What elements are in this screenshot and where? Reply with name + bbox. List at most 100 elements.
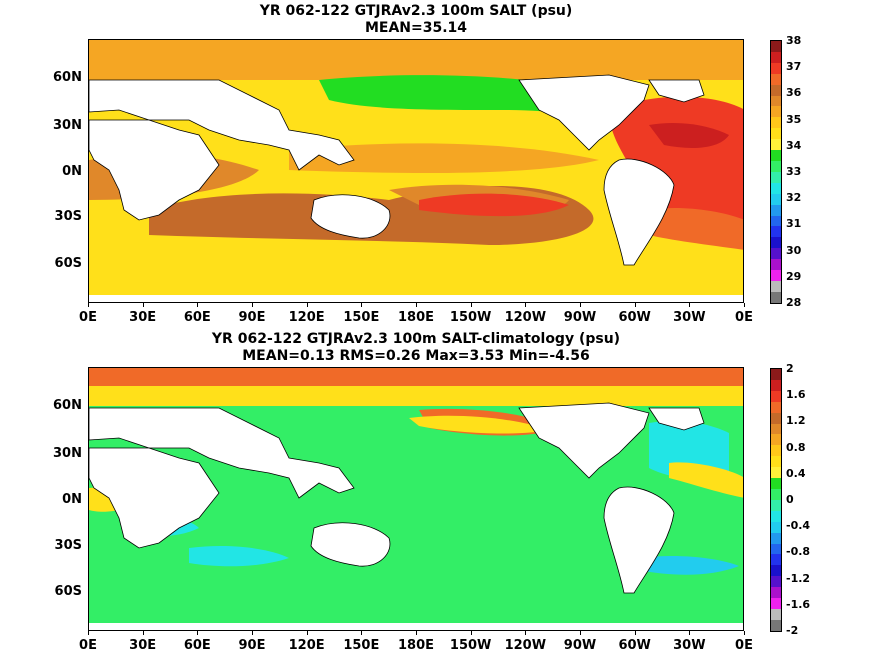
p1-africa-land [89,119,220,221]
p1-lon-tick-6 [416,303,417,307]
p2-southern-neg [189,546,289,567]
p2-colorbar-label-7: -0.8 [786,545,811,559]
p2-colorbar-segment-5 [771,423,781,435]
p2-colorbar-segment-9 [771,467,781,479]
p2-colorbar-segment-12 [771,499,781,511]
p2-colorbar-segment-23 [771,619,781,631]
p1-lon-label-2: 60E [183,310,211,325]
panel1-title-line2: MEAN=35.14 [364,20,468,36]
panel1-title-line1: YR 062-122 GTJRAv2.3 100m SALT (psu) [259,3,573,19]
p2-lon-label-7: 150W [449,638,492,653]
p2-lon-tick-0 [88,631,89,635]
p2-arctic-pos [89,368,743,386]
p1-antarctica-land [89,295,743,302]
p1-lon-label-5: 150E [343,310,380,325]
p1-lon-label-12: 0E [735,310,753,325]
p2-lat-label-60s: 60S [54,584,82,599]
p2-colorbar-segment-10 [771,478,781,489]
panel2-title-line1: YR 062-122 GTJRAv2.3 100m SALT-climatolo… [211,331,621,347]
p1-colorbar-segment-11 [771,160,781,172]
p1-lon-label-11: 30W [673,310,706,325]
p1-colorbar-label-3: 35 [786,112,802,126]
p2-north-america-land [518,402,650,479]
p1-north-america-land [518,74,650,151]
p1-colorbar-segment-18 [771,237,781,249]
p1-colorbar-segment-19 [771,248,781,260]
p2-lon-label-6: 180E [397,638,435,653]
p1-lon-tick-4 [307,303,308,307]
p2-colorbar-segment-22 [771,608,781,620]
p2-colorbar-label-4: 0.4 [786,466,806,480]
p2-lon-tick-4 [307,631,308,635]
p2-colorbar-segment-16 [771,543,781,555]
p1-colorbar-segment-9 [771,139,781,151]
p2-lon-label-8: 120W [504,638,547,653]
p2-lon-label-5: 150E [343,638,380,653]
p1-colorbar-segment-3 [771,73,781,85]
p2-lon-tick-11 [689,631,690,635]
p2-colorbar-segment-15 [771,532,781,544]
p2-colorbar-segment-20 [771,587,781,599]
p1-colorbar-segment-4 [771,84,781,96]
p2-satl-neg [639,555,739,575]
p1-lon-label-9: 90W [563,310,597,325]
p2-colorbar-segment-0 [771,369,781,380]
p2-lon-label-3: 90E [238,638,266,653]
p1-colorbar-segment-16 [771,215,781,227]
p2-lon-tick-2 [197,631,198,635]
p2-atl-pos [669,462,743,498]
p1-colorbar-label-2: 36 [786,86,802,100]
p2-colorbar-segment-8 [771,456,781,468]
p1-lat-label-30n: 30N [53,118,82,133]
p1-lon-tick-5 [361,303,362,307]
p2-lon-tick-8 [525,631,526,635]
p2-colorbar-label-8: -1.2 [786,571,811,585]
p1-spac-max [419,193,569,217]
panel2-map-svg [89,368,743,630]
p1-colorbar-segment-2 [771,62,781,74]
p2-lon-tick-5 [361,631,362,635]
p1-colorbar-label-10: 28 [786,296,802,309]
p2-lat-label-30s: 30S [54,538,82,553]
p1-colorbar-segment-17 [771,226,781,238]
p2-colorbar-segment-1 [771,379,781,391]
p2-colorbar-segment-11 [771,488,781,500]
p1-lon-tick-11 [689,303,690,307]
p1-colorbar-segment-14 [771,193,781,205]
p2-lon-label-12: 0E [735,638,753,653]
p1-colorbar-segment-1 [771,51,781,63]
p1-colorbar-segment-8 [771,128,781,140]
p2-subarctic-pos [89,386,743,406]
p2-lon-tick-9 [580,631,581,635]
p2-lon-tick-10 [635,631,636,635]
p1-lat-label-30s: 30S [54,209,82,224]
p2-colorbar-label-0: 2 [786,362,794,375]
p1-colorbar-segment-0 [771,41,781,52]
p1-lat-label-60s: 60S [54,256,82,271]
p1-lon-tick-9 [580,303,581,307]
p1-south-america-land [603,158,675,266]
p2-colorbar-segment-19 [771,576,781,588]
p2-colorbar-segment-6 [771,434,781,446]
p1-lon-tick-12 [744,303,745,307]
p2-lon-label-9: 90W [563,638,597,653]
p2-colorbar-label-10: -2 [786,624,799,637]
p2-npac-yellow [409,415,549,434]
p2-colorbar-label-5: 0 [786,493,794,506]
p2-colorbar-label-9: -1.6 [786,597,811,611]
p1-lon-label-10: 60W [618,310,651,325]
p1-colorbar-label-1: 37 [786,60,802,74]
p1-colorbar-segment-5 [771,95,781,107]
p2-lon-label-4: 120E [288,638,325,653]
panel2-anomaly-map [88,367,744,631]
p1-australia-land [310,194,391,239]
p1-south-atlantic [649,208,743,250]
p2-lat-label-30n: 30N [53,446,82,461]
p1-colorbar-label-5: 33 [786,165,802,178]
p1-eq-pacific [289,143,599,173]
p2-colorbar-segment-3 [771,401,781,413]
p1-lon-tick-3 [252,303,253,307]
p2-lon-label-10: 60W [618,638,651,653]
p1-lon-tick-2 [197,303,198,307]
p1-colorbar-label-0: 38 [786,34,802,47]
